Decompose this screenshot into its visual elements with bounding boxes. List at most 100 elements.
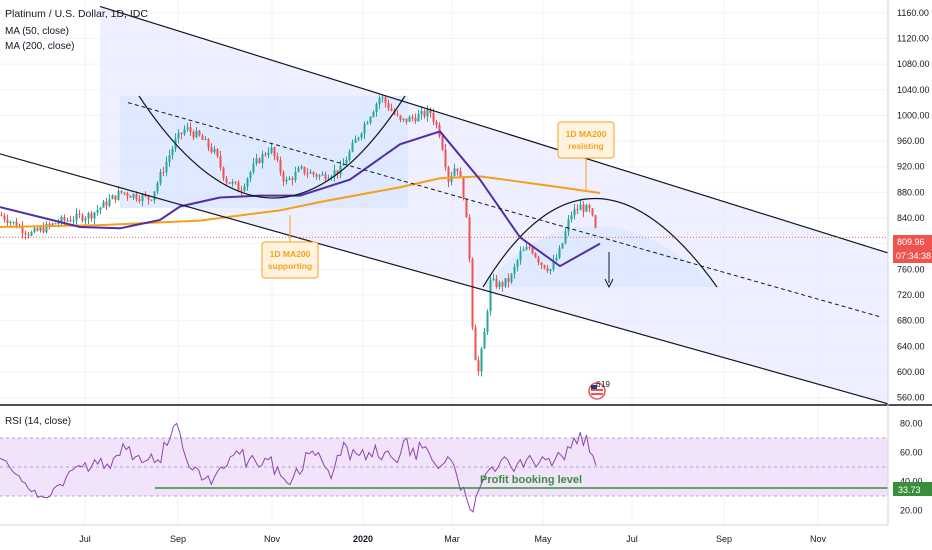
price-tick-label: 1160.00 bbox=[897, 8, 929, 18]
time-tick-label: 2020 bbox=[353, 534, 373, 544]
price-tick-label: 640.00 bbox=[897, 341, 925, 351]
price-tick-label: 920.00 bbox=[897, 162, 925, 172]
candle-body bbox=[312, 172, 315, 175]
candle-body bbox=[138, 199, 141, 201]
price-tick-label: 1080.00 bbox=[897, 59, 930, 69]
candle-body bbox=[264, 154, 267, 156]
candle-body bbox=[219, 156, 222, 168]
candle-body bbox=[42, 227, 45, 233]
candle-body bbox=[582, 204, 585, 212]
price-tick-label: 680.00 bbox=[897, 316, 925, 326]
candle-body bbox=[342, 163, 345, 166]
candle-body bbox=[132, 194, 135, 198]
rsi-title: RSI (14, close) bbox=[5, 416, 71, 427]
candle-body bbox=[150, 199, 153, 201]
price-tick-label: 1120.00 bbox=[897, 33, 929, 43]
candle-body bbox=[57, 222, 60, 224]
candle-body bbox=[168, 155, 171, 162]
price-tick-label: 760.00 bbox=[897, 264, 925, 274]
callout-supporting-line2: supporting bbox=[268, 261, 312, 271]
candle-body bbox=[489, 279, 492, 312]
candle-body bbox=[471, 258, 474, 328]
candle-body bbox=[408, 116, 411, 122]
candle-body bbox=[180, 132, 183, 134]
candle-body bbox=[267, 152, 270, 155]
candle-body bbox=[360, 133, 363, 138]
candle-body bbox=[363, 124, 366, 134]
candle-body bbox=[228, 182, 231, 184]
candle-body bbox=[534, 253, 537, 258]
legend-ma200: MA (200, close) bbox=[5, 41, 74, 52]
candle-body bbox=[72, 220, 75, 222]
candle-body bbox=[45, 223, 48, 233]
arc-curve bbox=[482, 197, 718, 288]
candle-body bbox=[387, 102, 390, 109]
candle-body bbox=[570, 215, 573, 220]
candle-body bbox=[111, 195, 114, 200]
candle-body bbox=[549, 269, 552, 272]
price-tick-label: 1040.00 bbox=[897, 85, 930, 95]
candle-body bbox=[552, 260, 555, 270]
candle-body bbox=[177, 132, 180, 139]
candle-body bbox=[54, 223, 57, 225]
candle-body bbox=[435, 121, 438, 125]
candle-body bbox=[357, 137, 360, 140]
rsi-tick-label: 40.00 bbox=[900, 477, 923, 487]
ma50-line bbox=[0, 130, 601, 268]
candle-body bbox=[207, 139, 210, 148]
rsi-pane bbox=[0, 404, 932, 513]
candle-body bbox=[513, 266, 516, 275]
candle-body bbox=[339, 165, 342, 174]
price-tick-label: 720.00 bbox=[897, 290, 925, 300]
candle-body bbox=[402, 118, 405, 120]
candle-body bbox=[591, 208, 594, 216]
legend-ma50: MA (50, close) bbox=[5, 26, 69, 37]
candle-body bbox=[468, 217, 471, 259]
candle-body bbox=[594, 215, 597, 228]
candle-body bbox=[447, 167, 450, 182]
time-tick-label: Jul bbox=[79, 534, 91, 544]
candle-body bbox=[555, 257, 558, 261]
candle-body bbox=[147, 195, 150, 200]
candle-body bbox=[84, 218, 87, 221]
candle-body bbox=[432, 112, 435, 122]
candle-body bbox=[3, 215, 6, 220]
candle-body bbox=[99, 207, 102, 210]
candle-body bbox=[462, 177, 465, 199]
cup-zone bbox=[120, 96, 408, 208]
candle-body bbox=[384, 97, 387, 103]
candle-body bbox=[507, 278, 510, 282]
candle-body bbox=[441, 136, 444, 150]
candle-body bbox=[303, 166, 306, 174]
candle-body bbox=[501, 282, 504, 287]
candle-body bbox=[285, 179, 288, 182]
candle-body bbox=[114, 195, 117, 200]
candle-body bbox=[48, 223, 51, 226]
candle-body bbox=[201, 135, 204, 140]
time-tick-label: Nov bbox=[810, 534, 827, 544]
candle-body bbox=[108, 199, 111, 206]
candle-body bbox=[300, 166, 303, 169]
rsi-tick-label: 20.00 bbox=[900, 506, 923, 516]
last-price-tag: 809.96 07:34:38 bbox=[893, 235, 932, 263]
candle-body bbox=[429, 109, 432, 113]
callout-ma200-resisting: 1D MA200 resisting bbox=[557, 121, 615, 159]
rsi-band bbox=[0, 437, 888, 497]
candle-body bbox=[216, 149, 219, 157]
candle-body bbox=[366, 122, 369, 125]
candle-body bbox=[351, 142, 354, 152]
candle-body bbox=[399, 115, 402, 120]
callout-ma200-supporting: 1D MA200 supporting bbox=[261, 241, 319, 279]
candle-body bbox=[414, 118, 417, 122]
candle-body bbox=[417, 114, 420, 122]
candle-body bbox=[234, 181, 237, 183]
candle-body bbox=[423, 110, 426, 117]
candle-body bbox=[96, 209, 99, 213]
candle-body bbox=[567, 219, 570, 232]
candle-body bbox=[306, 173, 309, 175]
rsi-line bbox=[0, 422, 597, 513]
candle-body bbox=[231, 181, 234, 184]
event-flag-badge[interactable]: 6 19 bbox=[588, 380, 610, 400]
candle-body bbox=[546, 268, 549, 272]
candle-body bbox=[411, 116, 414, 119]
